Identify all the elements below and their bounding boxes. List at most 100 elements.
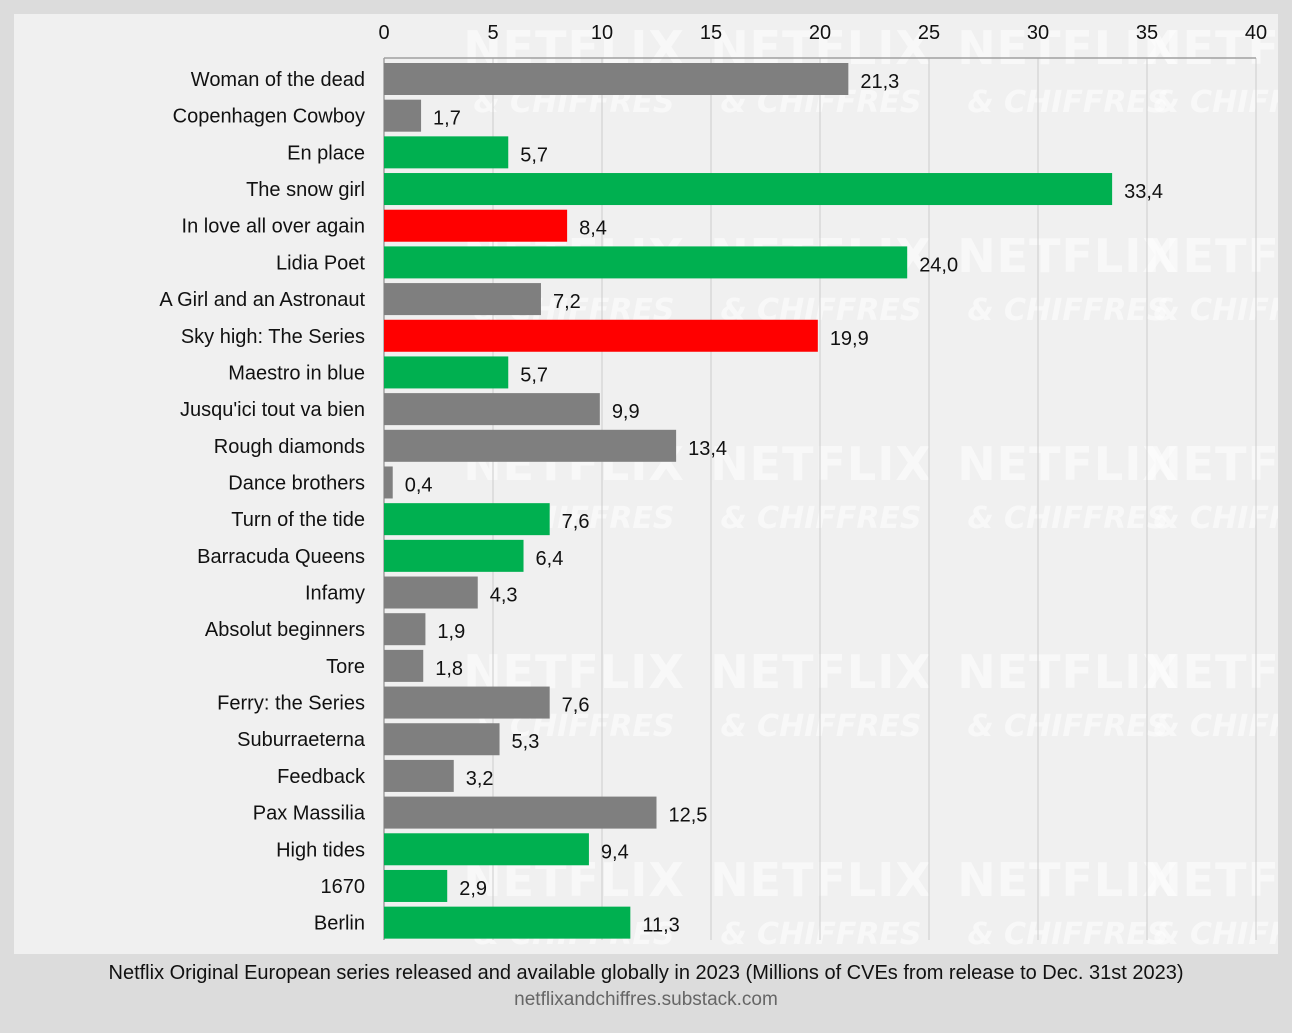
bar-1 (384, 99, 422, 132)
category-label-2: En place (287, 142, 365, 164)
watermark-text-1-2: NETFLIX (957, 229, 1179, 283)
watermark-subtext-2-3: & CHIFFRES (1153, 501, 1278, 536)
watermark-text-2-3: NETFLIX (1143, 437, 1278, 491)
x-tick-label-15: 15 (700, 22, 722, 44)
bar-21 (384, 833, 589, 866)
bar-2 (384, 136, 509, 169)
x-tick-label-25: 25 (918, 22, 940, 44)
x-tick-label-30: 30 (1027, 22, 1049, 44)
bar-6 (384, 283, 541, 316)
value-label-18: 5,3 (512, 731, 540, 753)
bar-20 (384, 796, 657, 829)
bar-19 (384, 759, 454, 792)
watermark-text-3-3: NETFLIX (1143, 645, 1278, 699)
value-label-22: 2,9 (459, 878, 487, 900)
value-label-23: 11,3 (642, 915, 679, 937)
category-label-4: In love all over again (182, 216, 365, 238)
bar-chart: NETFLIX & CHIFFRES NETFLIX & CHIFFRES NETFLI… (159, 21, 1278, 952)
value-label-17: 7,6 (562, 695, 590, 717)
category-label-23: Berlin (314, 913, 365, 935)
chart-caption: Netflix Original European series release… (108, 962, 1184, 984)
watermark-text-0-2: NETFLIX (957, 21, 1179, 75)
category-label-9: Jusqu'ici tout va bien (180, 399, 365, 421)
category-label-11: Dance brothers (228, 472, 365, 494)
value-label-12: 7,6 (562, 511, 590, 533)
value-label-4: 8,4 (579, 218, 607, 240)
watermark-text-3-2: NETFLIX (957, 645, 1179, 699)
bar-13 (384, 539, 524, 572)
x-tick-label-20: 20 (809, 22, 831, 44)
x-tick-label-35: 35 (1136, 22, 1158, 44)
watermark-text-4-1: NETFLIX (710, 853, 932, 907)
value-label-10: 13,4 (688, 438, 727, 460)
watermark-subtext-1-3: & CHIFFRES (1153, 293, 1278, 328)
category-label-0: Woman of the dead (191, 69, 365, 91)
bar-22 (384, 869, 448, 902)
category-label-5: Lidia Poet (276, 252, 365, 274)
watermark-text-2-2: NETFLIX (957, 437, 1179, 491)
watermark-subtext-3-2: & CHIFFRES (967, 709, 1168, 744)
category-label-20: Pax Massilia (253, 803, 366, 825)
watermark-subtext-4-1: & CHIFFRES (720, 917, 921, 952)
watermark-subtext-0-3: & CHIFFRES (1153, 85, 1278, 120)
x-tick-label-5: 5 (487, 22, 498, 44)
category-label-14: Infamy (305, 583, 365, 605)
watermark-subtext-2-1: & CHIFFRES (720, 501, 921, 536)
watermark-subtext-4-2: & CHIFFRES (967, 917, 1168, 952)
watermark-subtext-0-2: & CHIFFRES (967, 85, 1168, 120)
value-label-20: 12,5 (669, 805, 708, 827)
bar-4 (384, 209, 568, 242)
category-label-17: Ferry: the Series (217, 693, 365, 715)
value-label-2: 5,7 (520, 144, 548, 166)
watermark-text-1-3: NETFLIX (1143, 229, 1278, 283)
value-label-8: 5,7 (520, 364, 548, 386)
watermark-subtext-1-2: & CHIFFRES (967, 293, 1168, 328)
bar-0 (384, 63, 849, 95)
watermark-subtext-3-1: & CHIFFRES (720, 709, 921, 744)
value-label-7: 19,9 (830, 328, 869, 350)
value-label-21: 9,4 (601, 841, 629, 863)
watermark-text-4-2: NETFLIX (957, 853, 1179, 907)
bar-10 (384, 429, 677, 462)
category-label-22: 1670 (321, 876, 366, 898)
x-tick-label-10: 10 (591, 22, 613, 44)
value-label-5: 24,0 (919, 254, 958, 276)
bar-17 (384, 686, 550, 719)
watermark-subtext-2-2: & CHIFFRES (967, 501, 1168, 536)
category-label-3: The snow girl (246, 179, 365, 201)
category-label-12: Turn of the tide (231, 509, 365, 531)
watermark-subtext-4-3: & CHIFFRES (1153, 917, 1278, 952)
category-label-15: Absolut beginners (205, 619, 365, 641)
bar-3 (384, 173, 1113, 206)
category-label-19: Feedback (277, 766, 366, 788)
watermark-subtext-3-3: & CHIFFRES (1153, 709, 1278, 744)
watermark-text-3-1: NETFLIX (710, 645, 932, 699)
value-label-6: 7,2 (553, 291, 581, 313)
value-label-13: 6,4 (536, 548, 564, 570)
value-label-1: 1,7 (433, 108, 461, 130)
category-label-8: Maestro in blue (228, 362, 365, 384)
source-link[interactable]: netflixandchiffres.substack.com (514, 989, 778, 1010)
value-label-9: 9,9 (612, 401, 640, 423)
value-label-16: 1,8 (435, 658, 463, 680)
bar-18 (384, 723, 500, 756)
category-label-13: Barracuda Queens (197, 546, 365, 568)
watermark-text-4-3: NETFLIX (1143, 853, 1278, 907)
bar-23 (384, 906, 631, 939)
value-label-0: 21,3 (860, 71, 899, 93)
bar-5 (384, 246, 908, 279)
value-label-3: 33,4 (1124, 181, 1163, 203)
category-label-7: Sky high: The Series (181, 326, 365, 348)
watermark-text-2-1: NETFLIX (710, 437, 932, 491)
bar-16 (384, 649, 424, 682)
value-label-19: 3,2 (466, 768, 494, 790)
bar-7 (384, 319, 818, 352)
bar-14 (384, 576, 478, 609)
bar-15 (384, 613, 426, 646)
category-label-16: Tore (326, 656, 365, 678)
category-label-10: Rough diamonds (214, 436, 365, 458)
category-label-21: High tides (276, 839, 365, 861)
x-tick-label-0: 0 (378, 22, 389, 44)
bar-8 (384, 356, 509, 389)
category-label-1: Copenhagen Cowboy (173, 106, 365, 128)
